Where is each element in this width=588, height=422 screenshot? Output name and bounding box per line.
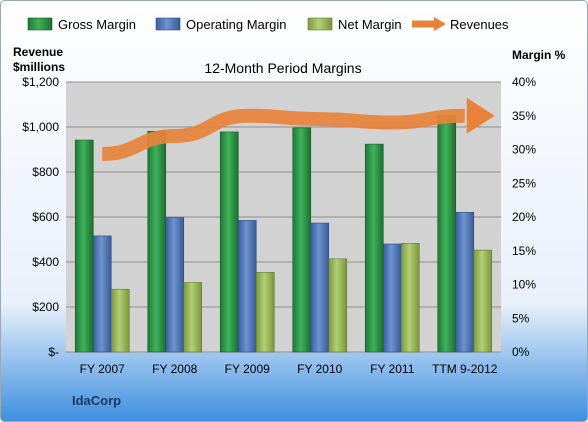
x-tick-label: TTM 9-2012 xyxy=(432,362,498,376)
bar-gross-margin xyxy=(147,130,167,353)
bar-gross-margin xyxy=(74,139,94,353)
bar-gross-margin xyxy=(219,131,239,353)
x-tick-label: FY 2008 xyxy=(152,362,197,376)
bar-net-margin xyxy=(110,288,130,353)
x-tick-label: FY 2010 xyxy=(297,362,342,376)
legend-label: Gross Margin xyxy=(58,17,136,32)
bar-net-margin xyxy=(473,249,493,353)
left-axis-label-line2: $millions xyxy=(13,60,65,74)
bar-operating-margin xyxy=(455,211,475,353)
legend-label: Net Margin xyxy=(338,17,402,32)
right-tick-label: 20% xyxy=(512,210,536,224)
bar-net-margin xyxy=(400,243,420,353)
bar-gross-margin xyxy=(292,127,312,353)
left-tick-label: $800 xyxy=(32,165,59,179)
gridlines xyxy=(66,81,501,353)
company-label: IdaCorp xyxy=(72,393,121,408)
revenue-line xyxy=(101,108,465,161)
left-tick-label: $600 xyxy=(32,210,59,224)
x-axis: FY 2007 FY 2008 FY 2009 FY 2010 FY 2011 TTM 9… xyxy=(80,362,498,376)
left-axis: $- $200 $400 $600 $800 $1,000 $1,200 xyxy=(22,75,59,359)
right-tick-label: 25% xyxy=(512,176,536,190)
right-axis: 0% 5% 10% 15% 20% 25% 30% 35% 40% xyxy=(512,75,536,359)
right-tick-label: 35% xyxy=(512,109,536,123)
x-tick-label: FY 2007 xyxy=(80,362,125,376)
bar-operating-margin xyxy=(165,217,185,353)
chart-title: 12-Month Period Margins xyxy=(204,60,361,76)
bar-operating-margin xyxy=(310,222,330,353)
bar-net-margin xyxy=(255,272,275,353)
right-tick-label: 10% xyxy=(512,278,536,292)
left-tick-label: $1,200 xyxy=(22,75,59,89)
bar-gross-margin xyxy=(364,143,384,353)
bar-operating-margin xyxy=(92,235,112,353)
left-tick-label: $200 xyxy=(32,300,59,314)
left-axis-label-line1: Revenue xyxy=(13,45,63,59)
bars xyxy=(74,115,493,353)
right-tick-label: 15% xyxy=(512,244,536,258)
legend-swatch xyxy=(155,17,181,31)
bar-net-margin xyxy=(183,282,203,353)
left-tick-label: $1,000 xyxy=(22,120,59,134)
bar-gross-margin xyxy=(437,115,457,353)
legend-label: Operating Margin xyxy=(186,17,286,32)
left-tick-label: $400 xyxy=(32,255,59,269)
right-tick-label: 5% xyxy=(512,311,530,325)
x-tick-label: FY 2009 xyxy=(225,362,270,376)
bar-operating-margin xyxy=(237,220,257,353)
bar-net-margin xyxy=(328,258,348,353)
revenue-series xyxy=(101,97,495,161)
revenue-arrowhead xyxy=(466,97,495,134)
legend-swatch xyxy=(27,17,53,31)
right-tick-label: 30% xyxy=(512,143,536,157)
right-axis-label: Margin % xyxy=(512,48,566,62)
legend-label: Revenues xyxy=(450,17,509,32)
legend-swatch xyxy=(307,17,333,31)
bar-operating-margin xyxy=(382,243,402,353)
legend-arrow-icon xyxy=(434,17,446,31)
right-tick-label: 0% xyxy=(512,345,530,359)
legend: Gross Margin Operating Margin Net Margin Re… xyxy=(27,17,509,32)
x-tick-label: FY 2011 xyxy=(370,362,415,376)
left-tick-label: $- xyxy=(48,345,59,359)
right-tick-label: 40% xyxy=(512,75,536,89)
